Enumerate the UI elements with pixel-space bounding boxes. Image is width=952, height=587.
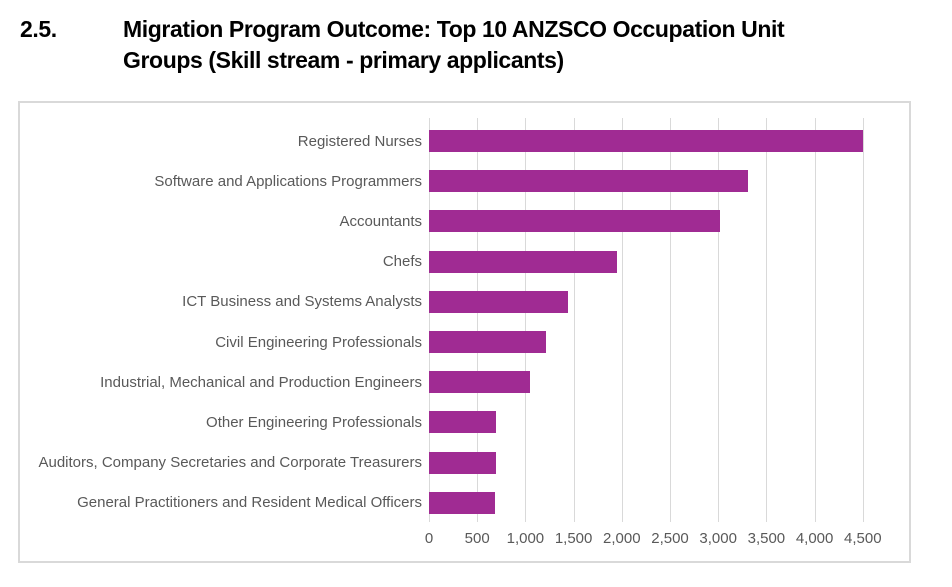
section-title: 2.5. Migration Program Outcome: Top 10 A… bbox=[20, 14, 785, 76]
category-label: Other Engineering Professionals bbox=[26, 402, 422, 442]
gridline bbox=[862, 118, 864, 514]
axis-tick bbox=[525, 514, 527, 522]
bar bbox=[429, 130, 863, 152]
x-axis-tick-label: 0 bbox=[424, 530, 434, 547]
category-label-text: Other Engineering Professionals bbox=[206, 413, 422, 431]
category-label: Registered Nurses bbox=[26, 121, 422, 161]
section-title-text: Migration Program Outcome: Top 10 ANZSCO… bbox=[123, 14, 785, 76]
x-axis-tick-label: 1,500 bbox=[554, 530, 593, 547]
axis-tick bbox=[862, 514, 864, 522]
category-label-text: Auditors, Company Secretaries and Corpor… bbox=[38, 454, 422, 472]
bar bbox=[429, 371, 531, 394]
x-axis-tick-label: 3,000 bbox=[699, 530, 737, 547]
category-label: Industrial, Mechanical and Production En… bbox=[26, 362, 422, 402]
category-label: ICT Business and Systems Analysts bbox=[26, 282, 422, 322]
category-label: Accountants bbox=[26, 201, 422, 241]
x-axis-tick-label: 4,500 bbox=[844, 530, 882, 547]
bar bbox=[429, 170, 749, 193]
axis-tick bbox=[766, 514, 768, 522]
axis-tick bbox=[621, 514, 623, 522]
bar bbox=[429, 250, 617, 273]
gridline bbox=[429, 118, 430, 514]
title-line-1: Migration Program Outcome: Top 10 ANZSCO… bbox=[123, 16, 785, 42]
category-label-text: Software and Applications Programmers bbox=[154, 172, 422, 190]
category-label-text: General Practitioners and Resident Medic… bbox=[77, 494, 422, 512]
axis-tick bbox=[670, 514, 671, 522]
category-label-text: Industrial, Mechanical and Production En… bbox=[100, 373, 422, 391]
gridline bbox=[573, 118, 575, 514]
axis-tick bbox=[718, 514, 720, 522]
axis-tick bbox=[429, 514, 430, 522]
x-axis-tick-label: 3,500 bbox=[747, 530, 786, 547]
x-axis-tick-label: 1,000 bbox=[506, 530, 545, 547]
gridline bbox=[477, 118, 479, 514]
category-label: Software and Applications Programmers bbox=[26, 161, 422, 201]
category-label: Civil Engineering Professionals bbox=[26, 322, 422, 362]
category-label-text: Registered Nurses bbox=[297, 132, 422, 150]
gridline bbox=[621, 118, 623, 514]
axis-tick bbox=[477, 514, 479, 522]
chart-container: Registered Nurses Software and Applicatio… bbox=[18, 101, 911, 563]
bar bbox=[429, 411, 497, 434]
axis-tick bbox=[814, 514, 816, 522]
category-label: Chefs bbox=[26, 242, 422, 282]
bar bbox=[429, 210, 721, 233]
gridline bbox=[766, 118, 768, 514]
category-label-text: Accountants bbox=[339, 212, 422, 230]
bar bbox=[429, 290, 568, 313]
bar bbox=[429, 491, 495, 514]
x-axis-tick-label: 500 bbox=[464, 530, 490, 547]
section-number: 2.5. bbox=[20, 16, 57, 42]
x-axis-tick-label: 2,500 bbox=[651, 530, 689, 547]
gridline bbox=[814, 118, 816, 514]
category-label-text: Civil Engineering Professionals bbox=[215, 333, 422, 351]
plot-area: 0 500 1,000 1,500 2,000 2,500 3,000 3,500 4,000 4… bbox=[425, 103, 909, 561]
axis-tick bbox=[573, 514, 575, 522]
x-axis-tick-label: 2,000 bbox=[603, 530, 641, 547]
x-axis-tick-label: 4,000 bbox=[795, 530, 834, 547]
gridline bbox=[718, 118, 720, 514]
category-label-text: Chefs bbox=[382, 253, 422, 271]
category-label: General Practitioners and Resident Medic… bbox=[26, 483, 422, 523]
category-label-text: ICT Business and Systems Analysts bbox=[182, 293, 422, 311]
title-line-2: Groups (Skill stream - primary applicant… bbox=[123, 47, 564, 73]
gridline bbox=[670, 118, 671, 514]
category-label: Auditors, Company Secretaries and Corpor… bbox=[26, 443, 422, 483]
bar bbox=[429, 331, 546, 353]
bar bbox=[429, 451, 497, 474]
gridline bbox=[525, 118, 527, 514]
